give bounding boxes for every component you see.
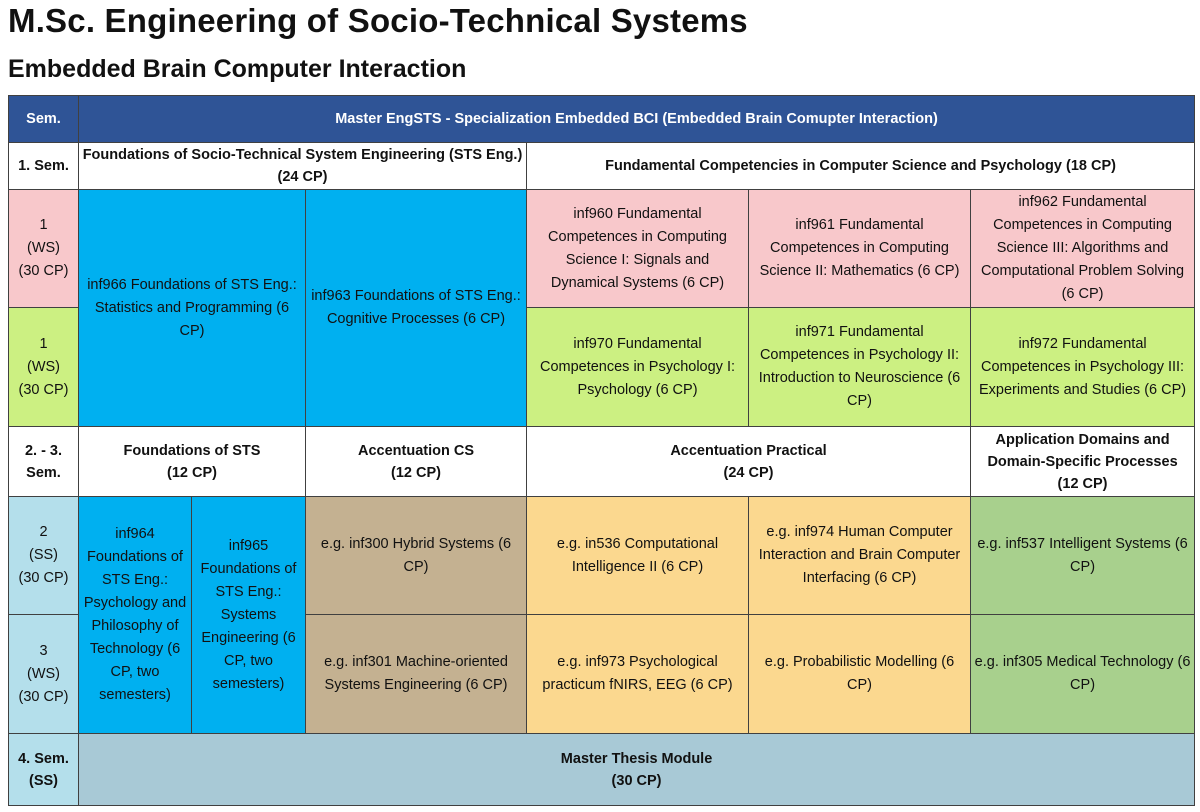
semester1-label-b: 1 (WS) (30 CP)	[8, 307, 79, 427]
semester3-row: 3 (WS) (30 CP) e.g. inf301 Machine-orien…	[8, 614, 1196, 734]
semester-cp: (30 CP)	[18, 688, 69, 705]
module-inf301: e.g. inf301 Machine-oriented Systems Eng…	[305, 614, 527, 734]
page-title: M.Sc. Engineering of Socio-Technical Sys…	[8, 2, 748, 39]
semester3-label: 3 (WS) (30 CP)	[8, 614, 79, 734]
foundations-sts-title: Foundations of STS	[123, 442, 261, 459]
semester-term: (WS)	[26, 358, 60, 375]
module-inf972: inf972 Fundamental Competences in Psycho…	[969, 307, 1196, 427]
semester2-label: 2 (SS) (30 CP)	[8, 496, 79, 615]
semester-number: 3	[39, 642, 48, 659]
semester-term: (WS)	[26, 240, 60, 256]
sem4-row: 4. Sem. (SS) Master Thesis Module (30 CP…	[8, 733, 1196, 806]
accentuation-cs-cp: (12 CP)	[391, 464, 441, 481]
module-in536: e.g. in536 Computational Intelligence II…	[526, 496, 749, 615]
semester-term: (WS)	[26, 665, 60, 682]
module-inf961: inf961 Fundamental Competences in Comput…	[748, 189, 971, 308]
sem23-label-range: 2. - 3.	[24, 442, 63, 459]
sem23-label-sem: Sem.	[26, 464, 61, 481]
program-header: Master EngSTS - Specialization Embedded …	[77, 95, 1196, 143]
table-header-row: Sem. Master EngSTS - Specialization Embe…	[8, 95, 1196, 143]
master-thesis-cp: (30 CP)	[611, 772, 662, 789]
sem4-label-term: (SS)	[29, 772, 58, 789]
module-inf970: inf970 Fundamental Competences in Psycho…	[526, 307, 749, 427]
semester1-label-a: 1 (WS) (30 CP)	[8, 189, 79, 308]
accentuation-practical-cp: (24 CP)	[723, 464, 774, 481]
module-inf974: e.g. inf974 Human Computer Interaction a…	[748, 496, 971, 615]
semester1-row-a: 1 (WS) (30 CP) inf966 Foundations of STS…	[8, 189, 1196, 427]
semester-cp: (30 CP)	[18, 570, 69, 586]
master-thesis-module: Master Thesis Module (30 CP)	[77, 733, 1196, 806]
semester-cp: (30 CP)	[18, 381, 69, 398]
sem1-label: 1. Sem.	[8, 142, 79, 190]
sem4-label: 4. Sem. (SS)	[8, 733, 79, 806]
module-probabilistic-modelling: e.g. Probabilistic Modelling (6 CP)	[748, 614, 971, 734]
sem-column-header: Sem.	[8, 95, 79, 143]
foundations-sts-eng-header: Foundations of Socio-Technical System En…	[78, 142, 527, 190]
module-inf966: inf966 Foundations of STS Eng.: Statisti…	[78, 189, 306, 427]
fundamental-competencies-header: Fundamental Competencies in Computer Sci…	[525, 142, 1196, 190]
semester-number: 1	[39, 335, 48, 352]
sem23-header-row: 2. - 3. Sem. Foundations of STS (12 CP) …	[8, 426, 1196, 497]
module-inf300: e.g. inf300 Hybrid Systems (6 CP)	[305, 496, 527, 615]
module-inf305: e.g. inf305 Medical Technology (6 CP)	[969, 614, 1196, 734]
semester-number: 1	[39, 217, 48, 233]
application-domains-title: Application Domains and Domain-Specific …	[987, 431, 1178, 470]
page-subtitle: Embedded Brain Computer Interaction	[8, 55, 467, 83]
semester2-row: 2 (SS) (30 CP) inf964 Foundations of STS…	[8, 496, 1196, 734]
semester-term: (SS)	[29, 547, 58, 563]
accentuation-cs-header: Accentuation CS (12 CP)	[305, 426, 527, 497]
sem23-label: 2. - 3. Sem.	[8, 426, 79, 497]
semester-number: 2	[39, 524, 48, 540]
accentuation-practical-title: Accentuation Practical	[670, 442, 827, 459]
accentuation-practical-header: Accentuation Practical (24 CP)	[526, 426, 971, 497]
module-inf537: e.g. inf537 Intelligent Systems (6 CP)	[969, 496, 1196, 615]
semester-cp: (30 CP)	[18, 263, 69, 279]
module-inf971: inf971 Fundamental Competences in Psycho…	[748, 307, 971, 427]
sem4-label-sem: 4. Sem.	[18, 750, 69, 767]
master-thesis-title: Master Thesis Module	[560, 750, 713, 767]
module-inf973: e.g. inf973 Psychological practicum fNIR…	[526, 614, 749, 734]
foundations-sts-cp: (12 CP)	[167, 464, 217, 481]
module-inf964: inf964 Foundations of STS Eng.: Psycholo…	[78, 496, 192, 734]
application-domains-header: Application Domains and Domain-Specific …	[969, 426, 1196, 497]
module-inf965: inf965 Foundations of STS Eng.: Systems …	[191, 496, 306, 734]
module-inf962: inf962 Fundamental Competences in Comput…	[969, 189, 1196, 308]
accentuation-cs-title: Accentuation CS	[357, 442, 474, 459]
semester1-row-b: 1 (WS) (30 CP) inf970 Fundamental Compet…	[8, 307, 1196, 427]
foundations-sts-header: Foundations of STS (12 CP)	[78, 426, 306, 497]
module-inf963: inf963 Foundations of STS Eng.: Cognitiv…	[305, 189, 527, 427]
curriculum-table: Sem. Master EngSTS - Specialization Embe…	[8, 95, 1196, 806]
sem1-header-row: 1. Sem. Foundations of Socio-Technical S…	[8, 142, 1196, 190]
application-domains-cp: (12 CP)	[1057, 475, 1108, 492]
module-inf960: inf960 Fundamental Competences in Comput…	[526, 189, 749, 308]
